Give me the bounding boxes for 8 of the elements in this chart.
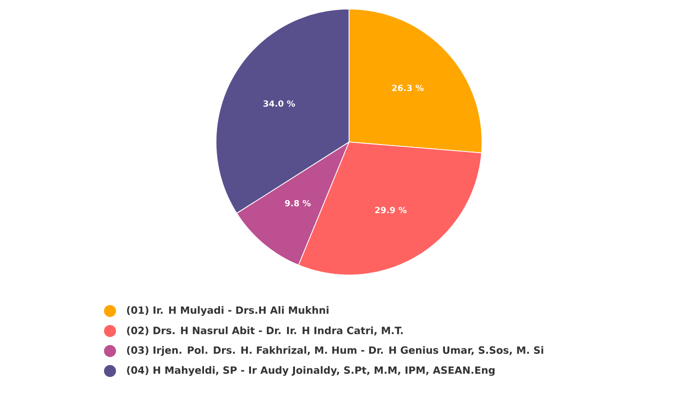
legend-label: (01) Ir. H Mulyadi - Drs.H Ali Mukhni xyxy=(127,306,328,316)
legend-label: (03) Irjen. Pol. Drs. H. Fakhrizal, M. Hum - Dr. H Genius Umar, S.Sos, M. Si xyxy=(127,346,544,356)
data-label: 26.3 % xyxy=(392,84,424,92)
data-label: 34.0 % xyxy=(263,100,295,107)
legend-label: (04) H Mahyeldi, SP - Ir Audy Joinaldy, S.Pt, M.M, IPM, ASEAN.Eng xyxy=(127,366,495,376)
legend-label: (02) Drs. H Nasrul Abit - Dr. Ir. H Indra Catri, M.T. xyxy=(127,326,403,336)
data-label: 29.9 % xyxy=(375,206,407,214)
data-label: 9.8 % xyxy=(284,200,311,206)
